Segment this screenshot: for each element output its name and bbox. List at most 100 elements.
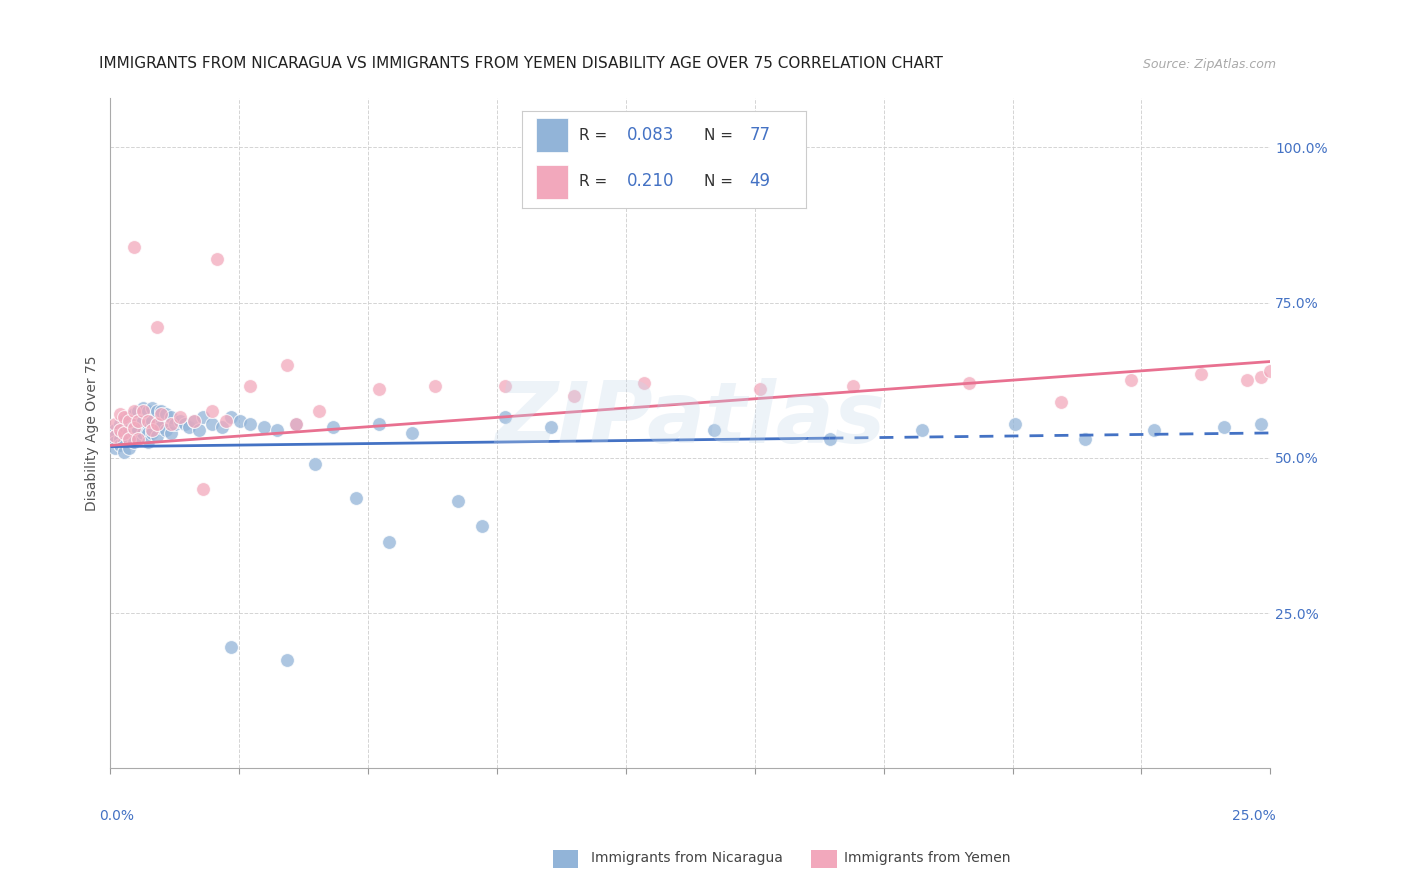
Point [150, 407, 173, 421]
Point [169, 413, 191, 427]
Point [108, 417, 131, 431]
Text: Source: ZipAtlas.com: Source: ZipAtlas.com [1143, 58, 1277, 70]
Point [127, 432, 149, 446]
Point [112, 413, 135, 427]
Point [141, 401, 163, 416]
Point [132, 401, 155, 416]
Point [239, 379, 262, 393]
Point [122, 407, 145, 421]
Point [104, 429, 127, 443]
Point [136, 413, 159, 427]
Point [494, 379, 516, 393]
Point [104, 435, 127, 450]
Point [179, 419, 201, 434]
Point [1004, 417, 1026, 431]
Point [112, 419, 135, 434]
Point [118, 425, 141, 440]
Point [108, 407, 131, 421]
Point [1143, 423, 1166, 437]
Point [285, 417, 308, 431]
Point [104, 417, 127, 431]
Point [146, 417, 169, 431]
Point [141, 425, 163, 440]
Point [122, 404, 145, 418]
Point [447, 494, 470, 508]
Point [122, 421, 145, 435]
Point [141, 413, 163, 427]
Point [187, 423, 209, 437]
Point [136, 404, 159, 418]
Y-axis label: Disability Age Over 75: Disability Age Over 75 [86, 355, 100, 511]
Point [193, 410, 215, 425]
Point [127, 423, 149, 437]
Point [104, 423, 127, 437]
Point [193, 482, 215, 496]
Point [146, 404, 169, 418]
Point [108, 438, 131, 452]
Point [1250, 417, 1272, 431]
Point [957, 376, 980, 391]
Point [211, 419, 233, 434]
Point [136, 417, 159, 431]
Point [219, 640, 242, 655]
Point [252, 419, 274, 434]
Point [276, 652, 298, 666]
Point [201, 417, 224, 431]
Text: 25.0%: 25.0% [1232, 808, 1277, 822]
Point [127, 413, 149, 427]
Point [183, 413, 205, 427]
Point [219, 410, 242, 425]
Point [150, 404, 173, 418]
Point [118, 410, 141, 425]
Point [818, 432, 841, 446]
Point [841, 379, 863, 393]
Point [132, 404, 155, 418]
Point [132, 413, 155, 427]
Point [108, 423, 131, 437]
Point [165, 417, 187, 431]
Point [127, 413, 149, 427]
Point [562, 389, 585, 403]
Point [155, 423, 177, 437]
Point [108, 423, 131, 437]
Point [112, 410, 135, 425]
Point [368, 417, 391, 431]
Point [146, 429, 169, 443]
Point [344, 491, 367, 505]
Point [425, 379, 447, 393]
Point [229, 413, 252, 427]
Point [1073, 432, 1095, 446]
Point [118, 413, 141, 427]
Point [112, 425, 135, 440]
Point [146, 320, 169, 334]
Text: 0.0%: 0.0% [98, 808, 134, 822]
Point [911, 423, 934, 437]
Text: Immigrants from Yemen: Immigrants from Yemen [844, 851, 1010, 865]
Point [132, 425, 155, 440]
Point [633, 376, 655, 391]
Point [127, 404, 149, 418]
Point [108, 432, 131, 446]
Point [494, 410, 516, 425]
Point [239, 417, 262, 431]
Point [285, 417, 308, 431]
Point [308, 404, 330, 418]
Point [183, 413, 205, 427]
Text: ZIPatlas: ZIPatlas [495, 378, 886, 461]
Point [1050, 395, 1073, 409]
Point [748, 383, 770, 397]
Point [401, 425, 423, 440]
Point [368, 383, 391, 397]
Point [540, 419, 562, 434]
Point [304, 457, 326, 471]
Point [112, 425, 135, 440]
Point [1189, 367, 1212, 381]
Point [1250, 370, 1272, 384]
Point [122, 417, 145, 431]
Point [112, 435, 135, 450]
Point [173, 417, 195, 431]
Point [118, 442, 141, 456]
Point [155, 407, 177, 421]
Point [136, 425, 159, 440]
Point [205, 252, 228, 266]
